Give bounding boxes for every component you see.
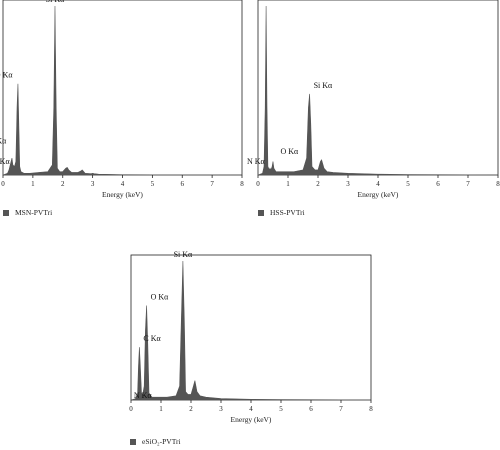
x-tick-label: 1: [31, 180, 35, 188]
plot-frame: [2, 0, 243, 176]
x-tick-label: 8: [369, 405, 373, 413]
peak-label: N Kα: [0, 157, 10, 166]
peak-label: Si Kα: [174, 250, 193, 259]
peak-label: N Kα: [134, 391, 153, 400]
legend-swatch: [258, 209, 264, 216]
x-tick-label: 6: [309, 405, 313, 413]
peak-label: O Kα: [281, 147, 300, 156]
x-axis-label: Energy (keV): [102, 190, 143, 199]
peak-label: C Kα: [143, 334, 161, 343]
edx-panel-hss: 0 1 2 3 4 5 6 7 8 Energy (keV) C Kα Si Kα O Kα N Kα H…: [247, 0, 500, 225]
legend: MSN-PVTri: [3, 208, 52, 217]
x-tick-label: 4: [376, 180, 380, 188]
legend-swatch: [3, 209, 9, 216]
x-tick-label: 0: [129, 405, 133, 413]
x-tick-label: 3: [91, 180, 95, 188]
edx-spectrum-chart: 0 1 2 3 4 5 6 7 8 Energy (keV) Si Kα O Kα C Kα N Kα: [129, 250, 373, 424]
x-tick-label: 4: [249, 405, 253, 413]
legend-swatch: [130, 438, 136, 445]
edx-panel-msn: 0 1 2 3 4 5 6 7 8 Energy (keV) Si Kα O Kα C Kα N Kα M…: [0, 0, 245, 225]
plot-frame: [130, 254, 372, 401]
x-tick-label: 6: [436, 180, 440, 188]
peak-label: Si Kα: [46, 0, 65, 4]
legend: eSiO₂-PVTri: [130, 437, 181, 446]
legend-label: eSiO₂-PVTri: [142, 437, 181, 446]
x-tick-label: 7: [210, 180, 214, 188]
x-tick-label: 2: [189, 405, 193, 413]
x-tick-label: 8: [240, 180, 244, 188]
x-axis-label: Energy (keV): [358, 190, 399, 199]
edx-spectrum-chart: 0 1 2 3 4 5 6 7 8 Energy (keV) Si Kα O Kα C Kα N Kα: [0, 0, 244, 199]
x-tick-label: 4: [121, 180, 125, 188]
x-tick-label: 5: [279, 405, 283, 413]
x-tick-label: 6: [181, 180, 185, 188]
peak-label: Si Kα: [314, 81, 333, 90]
x-tick-label: 7: [466, 180, 470, 188]
spectrum-area: [130, 260, 372, 401]
x-tick-label: 3: [219, 405, 223, 413]
peak-label: C Kα: [270, 0, 288, 2]
legend-label: HSS-PVTri: [270, 208, 305, 217]
peak-label: O Kα: [151, 292, 170, 301]
x-tick-label: 7: [339, 405, 343, 413]
x-tick-label: 0: [256, 180, 260, 188]
x-tick-label: 8: [496, 180, 500, 188]
x-tick-label: 5: [406, 180, 410, 188]
edx-panel-esio2: 0 1 2 3 4 5 6 7 8 Energy (keV) Si Kα O Kα C Kα N Kα e…: [127, 250, 377, 450]
x-tick-label: 2: [316, 180, 320, 188]
x-tick-label: 1: [159, 405, 163, 413]
peak-label: O Kα: [0, 71, 13, 80]
x-tick-label: 1: [286, 180, 290, 188]
spectrum-area: [257, 5, 499, 176]
x-axis-label: Energy (keV): [231, 415, 272, 424]
peak-label: C Kα: [0, 136, 7, 145]
x-tick-label: 0: [1, 180, 5, 188]
edx-spectrum-chart: 0 1 2 3 4 5 6 7 8 Energy (keV) C Kα Si Kα O Kα N Kα: [247, 0, 500, 199]
x-tick-label: 2: [61, 180, 65, 188]
spectrum-area: [2, 5, 243, 176]
legend: HSS-PVTri: [258, 208, 305, 217]
peak-label: N Kα: [247, 157, 266, 166]
legend-label: MSN-PVTri: [15, 208, 53, 217]
x-tick-label: 5: [151, 180, 155, 188]
x-tick-label: 3: [346, 180, 350, 188]
